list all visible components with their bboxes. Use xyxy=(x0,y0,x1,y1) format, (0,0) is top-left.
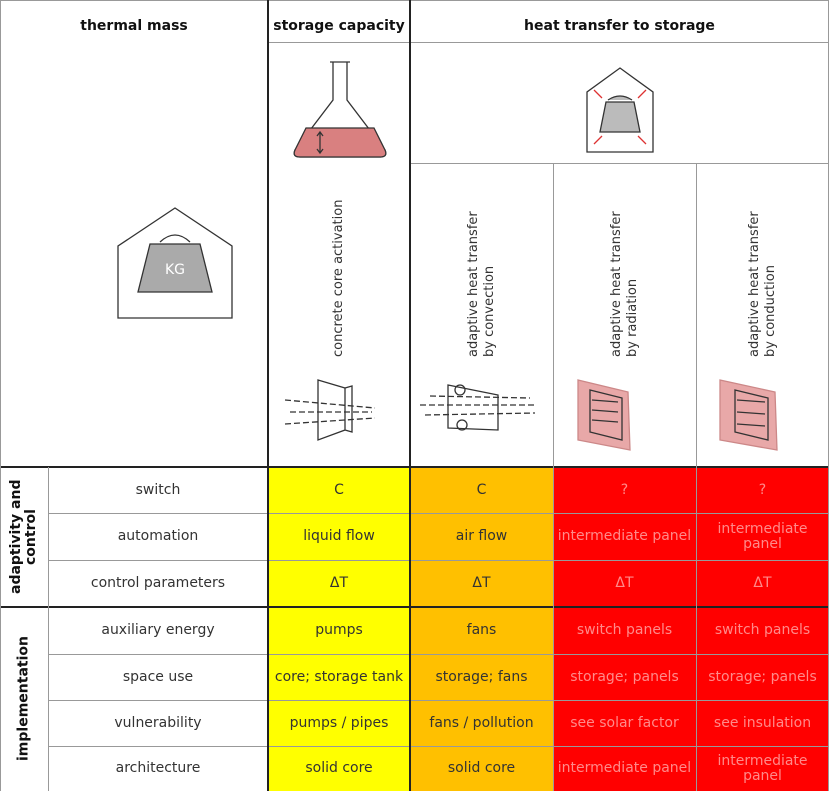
row-line xyxy=(48,746,829,747)
grid-line xyxy=(0,0,829,1)
cell: ΔT xyxy=(696,560,829,607)
column-label: concrete core activation xyxy=(331,172,347,357)
cell: solid core xyxy=(268,746,410,791)
cell: ΔT xyxy=(268,560,410,607)
cell: storage; fans xyxy=(410,654,553,700)
cell: ? xyxy=(553,467,696,513)
column-label: adaptive heat transfer by conduction xyxy=(747,172,779,357)
column-label-line: concrete core activation xyxy=(331,199,346,357)
row-line xyxy=(48,560,829,561)
grid-line xyxy=(0,0,1,791)
column-label-line: by conduction xyxy=(762,265,778,357)
cell: core; storage tank xyxy=(268,654,410,700)
column-label-line: adaptive heat transfer xyxy=(608,211,624,357)
cell: storage; panels xyxy=(696,654,829,700)
row-label: space use xyxy=(122,668,194,685)
header-storage: storage capacity xyxy=(273,18,405,34)
grid-line xyxy=(553,163,554,791)
column-label-line: adaptive heat transfer xyxy=(465,211,481,357)
header-heat-transfer: heat transfer to storage xyxy=(524,18,715,34)
cell: ? xyxy=(696,467,829,513)
row-line xyxy=(48,700,829,701)
cell: switch panels xyxy=(553,607,696,654)
cell: intermediate panel xyxy=(553,513,696,560)
group-label-line: control xyxy=(23,509,39,565)
cell: see insulation xyxy=(696,700,829,746)
row-label: architecture xyxy=(115,760,201,776)
group-label-line: implementation xyxy=(15,636,32,762)
cell: C xyxy=(268,467,410,513)
row-label: automation xyxy=(117,528,199,544)
svg-text:KG: KG xyxy=(165,262,185,278)
cell: liquid flow xyxy=(268,513,410,560)
column-label-line: adaptive heat transfer xyxy=(746,211,762,357)
row-label: control parameters xyxy=(90,575,226,591)
cell: intermediate panel xyxy=(696,513,829,560)
cell: fans / pollution xyxy=(410,700,553,746)
grid-line xyxy=(48,467,49,791)
cell: pumps xyxy=(268,607,410,654)
row-label: auxiliary energy xyxy=(101,622,215,638)
grid-line xyxy=(696,163,697,791)
row-line xyxy=(48,654,829,655)
cell: air flow xyxy=(410,513,553,560)
cell: fans xyxy=(410,607,553,654)
cell: ΔT xyxy=(553,560,696,607)
cell: switch panels xyxy=(696,607,829,654)
cell: pumps / pipes xyxy=(268,700,410,746)
column-label: adaptive heat transfer by convection xyxy=(466,172,498,357)
grid-line xyxy=(410,163,829,164)
row-line xyxy=(48,513,829,514)
group-label-line: adaptivity and xyxy=(8,479,24,595)
cell: intermediate panel xyxy=(553,746,696,791)
group-label: implementation xyxy=(4,607,44,791)
rule xyxy=(267,0,269,791)
cell: see solar factor xyxy=(553,700,696,746)
grid-line xyxy=(268,42,829,43)
row-label: vulnerability xyxy=(114,714,202,731)
group-label: adaptivity and control xyxy=(4,467,44,607)
row-label: switch xyxy=(135,481,181,498)
column-label: adaptive heat transfer by radiation xyxy=(609,172,641,357)
header-thermal-mass: thermal mass xyxy=(80,18,188,34)
cell: intermediate panel xyxy=(696,746,829,791)
cell: solid core xyxy=(410,746,553,791)
column-label-line: by radiation xyxy=(624,278,640,357)
rule xyxy=(409,0,411,791)
rule xyxy=(0,466,829,468)
column-label-line: by convection xyxy=(481,265,497,357)
rule xyxy=(0,606,829,608)
cell: C xyxy=(410,467,553,513)
cell: ΔT xyxy=(410,560,553,607)
cell: storage; panels xyxy=(553,654,696,700)
